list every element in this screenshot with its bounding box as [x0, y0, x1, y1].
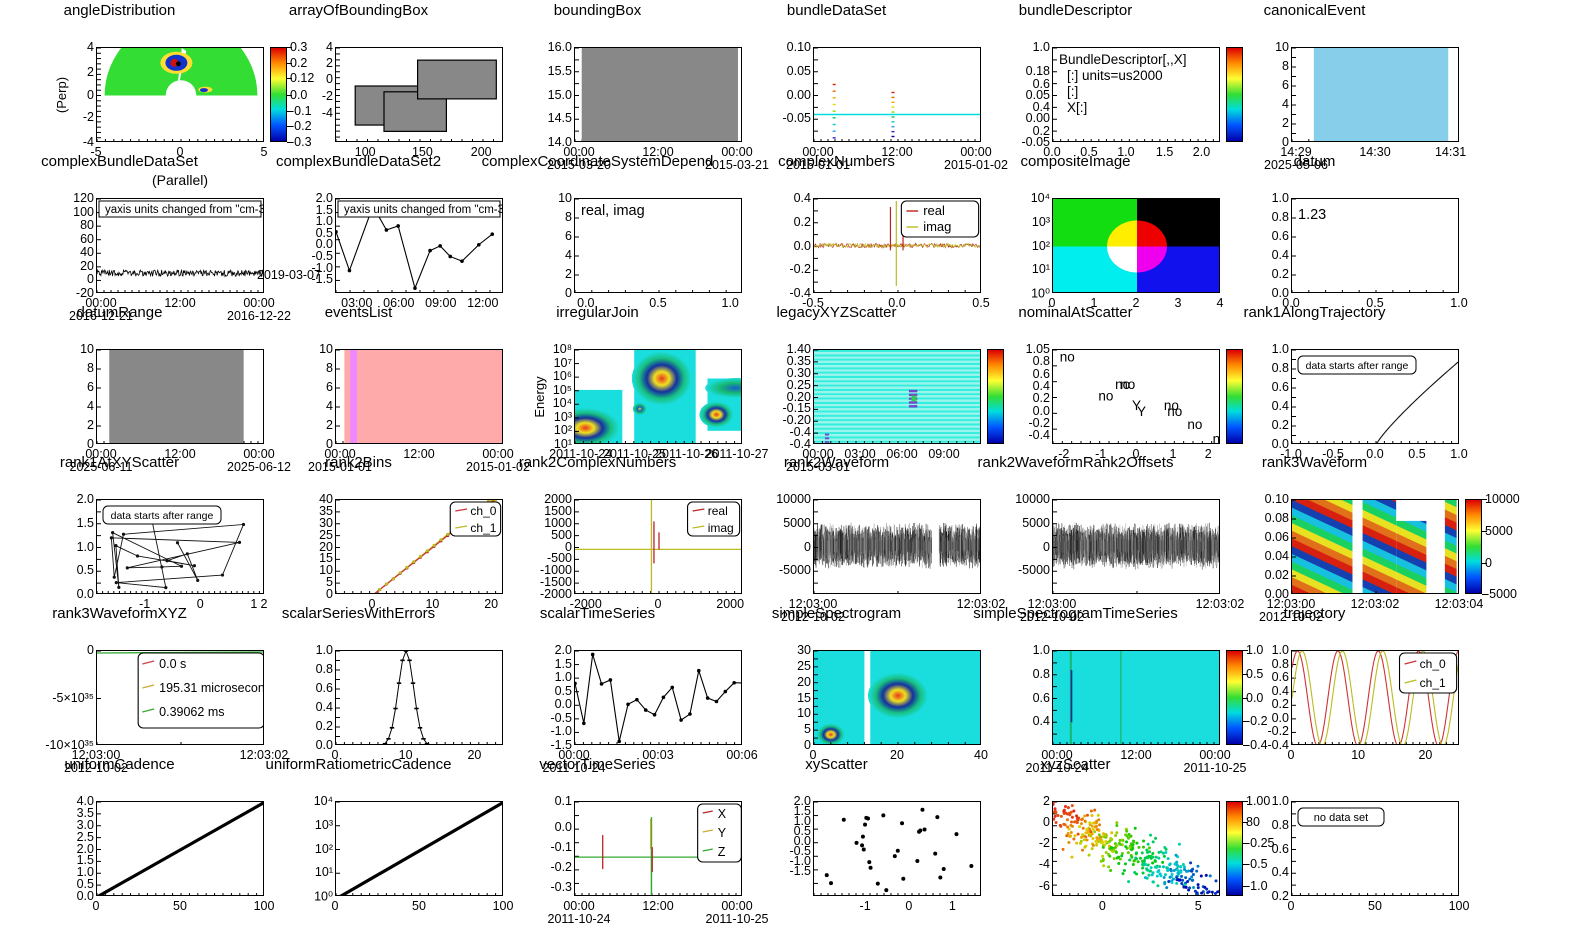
svg-text:Y: Y [1137, 404, 1146, 419]
svg-text:X[:]: X[:] [1067, 100, 1087, 115]
svg-text:ch_0: ch_0 [1420, 657, 1446, 671]
svg-text:no data set: no data set [1314, 812, 1368, 824]
svg-text:no: no [1098, 389, 1113, 404]
svg-text:BundleDescriptor[,,X]: BundleDescriptor[,,X] [1059, 52, 1187, 67]
svg-text:real, imag: real, imag [581, 203, 645, 219]
svg-text:no: no [1120, 377, 1135, 392]
svg-text:0.0 s: 0.0 s [159, 657, 186, 671]
svg-text:data starts after range: data starts after range [111, 510, 214, 522]
svg-text:1.23: 1.23 [1298, 207, 1326, 223]
svg-text:0.39062 ms: 0.39062 ms [159, 705, 224, 719]
svg-text:no: no [1167, 404, 1182, 419]
svg-text:[:] units=us2000: [:] units=us2000 [1067, 68, 1163, 83]
svg-text:[:]: [:] [1067, 84, 1078, 99]
svg-text:ch_1: ch_1 [1420, 676, 1446, 690]
svg-text:no: no [1060, 350, 1075, 365]
svg-text:data starts after range: data starts after range [1306, 360, 1409, 372]
svg-text:real: real [923, 203, 945, 218]
svg-text:imag: imag [923, 219, 951, 234]
